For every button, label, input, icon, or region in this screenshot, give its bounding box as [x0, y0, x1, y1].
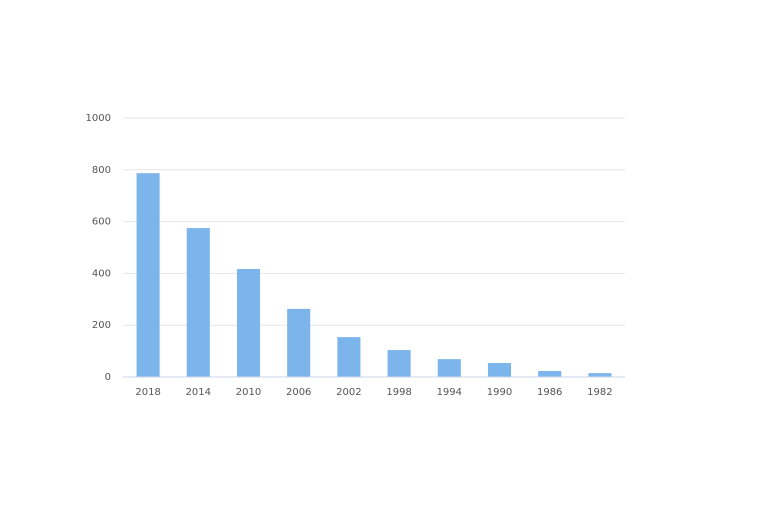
bar — [387, 350, 411, 377]
y-tick-label: 0 — [105, 372, 111, 383]
y-tick-label: 600 — [92, 217, 111, 228]
x-tick-label: 2018 — [135, 387, 160, 398]
y-tick-label: 200 — [92, 320, 111, 331]
bar — [287, 308, 311, 377]
bar — [487, 363, 512, 377]
bar — [538, 371, 562, 377]
x-tick-label: 1990 — [487, 387, 512, 398]
bar — [437, 359, 461, 377]
x-tick-label: 2006 — [286, 387, 311, 398]
x-tick-label: 2002 — [336, 387, 361, 398]
bar — [186, 228, 210, 377]
y-tick-label: 400 — [92, 268, 111, 279]
bar — [337, 337, 361, 377]
bar — [588, 373, 612, 377]
x-tick-label: 1982 — [587, 387, 612, 398]
x-tick-label: 2014 — [186, 387, 211, 398]
x-tick-label: 1986 — [537, 387, 562, 398]
y-tick-label: 1000 — [86, 113, 111, 124]
x-tick-label: 2010 — [236, 387, 261, 398]
x-tick-label: 1994 — [437, 387, 462, 398]
bar — [236, 268, 261, 377]
bar — [136, 173, 160, 377]
y-tick-label: 800 — [92, 165, 111, 176]
x-tick-label: 1998 — [386, 387, 411, 398]
